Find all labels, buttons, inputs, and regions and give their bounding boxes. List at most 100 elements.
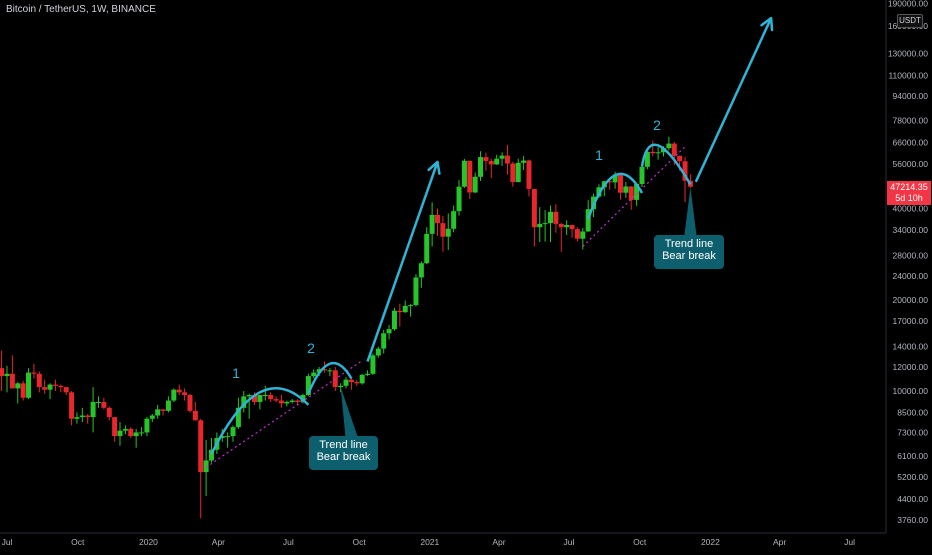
bar-countdown: 5d 10h xyxy=(895,193,923,203)
candle xyxy=(402,300,408,313)
x-tick-label: Jul xyxy=(2,537,13,547)
candle xyxy=(26,368,32,400)
candle xyxy=(101,397,107,410)
candle xyxy=(95,396,101,408)
x-tick-label: Oct xyxy=(633,537,647,547)
candle xyxy=(537,207,543,243)
candle xyxy=(391,307,397,331)
callout-line-2: Bear break xyxy=(316,451,371,463)
candle xyxy=(149,413,155,423)
candle xyxy=(644,150,650,170)
candle xyxy=(494,154,500,165)
x-tick-label: Apr xyxy=(492,537,505,547)
x-tick-label: 2021 xyxy=(420,537,439,547)
candle xyxy=(246,393,252,419)
candle xyxy=(155,404,161,419)
candle xyxy=(176,384,182,396)
candle xyxy=(235,397,241,429)
candle xyxy=(343,377,349,389)
y-tick-label: 56000.00 xyxy=(893,159,929,169)
candle xyxy=(408,303,414,317)
candle xyxy=(160,409,166,416)
trendline-2021 xyxy=(582,146,686,247)
candle xyxy=(666,136,672,151)
trendline-bear-break-callout-2020: Trend line Bear break xyxy=(309,436,378,470)
currency-badge[interactable]: USDT xyxy=(897,14,923,28)
candle xyxy=(165,396,171,413)
candle xyxy=(445,213,451,250)
pattern-label-1-2021: 1 xyxy=(595,147,603,163)
pattern-label-1-2020: 1 xyxy=(232,365,240,381)
candle xyxy=(52,379,58,391)
candle xyxy=(112,417,118,442)
candle xyxy=(268,392,274,402)
arc-1-2020 xyxy=(210,387,310,455)
candle xyxy=(564,220,570,236)
candle xyxy=(327,368,333,377)
y-tick-label: 78000.00 xyxy=(893,116,929,126)
candle xyxy=(348,378,354,390)
candle xyxy=(20,380,26,401)
candle xyxy=(128,427,134,438)
candle xyxy=(418,261,424,288)
candle xyxy=(278,395,284,408)
trendline-bear-break-callout-2021: Trend line Bear break xyxy=(654,235,724,269)
x-tick-label: 2022 xyxy=(701,537,720,547)
y-tick-label: 3760.00 xyxy=(897,515,928,525)
candle xyxy=(435,208,440,236)
candle xyxy=(521,156,527,170)
candle xyxy=(510,161,516,187)
candle xyxy=(488,158,494,179)
candle xyxy=(117,422,123,446)
candle xyxy=(639,162,645,188)
y-tick-label: 20000.00 xyxy=(893,295,929,305)
candle xyxy=(295,399,301,405)
candle xyxy=(634,183,640,206)
candle xyxy=(381,329,387,354)
y-tick-label: 12000.00 xyxy=(893,362,929,372)
candle xyxy=(682,156,688,203)
candle xyxy=(144,417,150,437)
candle xyxy=(208,437,214,463)
candle xyxy=(90,387,96,433)
candle xyxy=(553,204,559,233)
candle xyxy=(311,369,317,379)
candle xyxy=(451,205,457,233)
y-tick-label: 5200.00 xyxy=(897,472,928,482)
candle xyxy=(63,387,69,396)
candle xyxy=(9,355,15,389)
y-tick-label: 66000.00 xyxy=(893,138,929,148)
candle xyxy=(192,401,198,421)
candle xyxy=(569,224,575,238)
candle xyxy=(617,172,623,200)
candle xyxy=(515,158,521,183)
candle xyxy=(187,393,193,413)
candle xyxy=(623,182,629,198)
y-tick-label: 130000.00 xyxy=(888,48,928,58)
symbol-title[interactable]: Bitcoin / TetherUS, 1W, BINANCE xyxy=(6,4,156,15)
candle xyxy=(31,363,37,379)
candle xyxy=(262,385,268,401)
y-tick-label: 34000.00 xyxy=(893,225,929,235)
candle xyxy=(74,412,80,424)
candle xyxy=(397,303,403,327)
candle xyxy=(461,158,467,188)
pattern-label-2-2020: 2 xyxy=(307,340,315,356)
candle xyxy=(203,439,209,497)
candle xyxy=(289,399,295,404)
projection-arrowhead-2022 xyxy=(760,16,774,32)
candle xyxy=(338,383,344,393)
candle xyxy=(650,140,656,157)
projection-arrowhead-2020 xyxy=(427,160,441,175)
y-tick-label: 14000.00 xyxy=(893,342,929,352)
candle xyxy=(504,144,510,175)
y-tick-label: 94000.00 xyxy=(893,91,929,101)
last-price-value: 47214.35 xyxy=(890,182,928,192)
candle xyxy=(230,425,236,442)
arc-2-2021 xyxy=(640,143,692,186)
pattern-label-2-2021: 2 xyxy=(653,117,661,133)
x-tick-label: 2020 xyxy=(139,537,158,547)
candle xyxy=(0,350,5,391)
